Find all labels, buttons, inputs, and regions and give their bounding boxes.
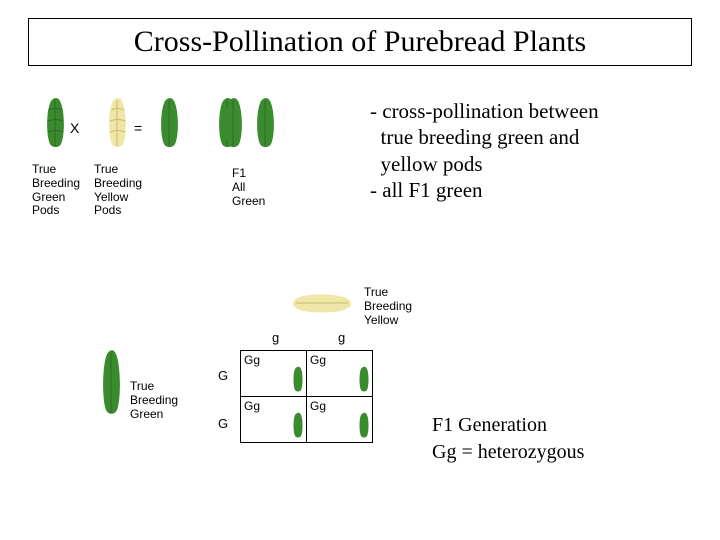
f1-pod bbox=[158, 96, 182, 157]
green-pod-icon bbox=[254, 96, 278, 152]
mini-green-pod-icon bbox=[292, 366, 304, 394]
genotype: Gg bbox=[310, 353, 326, 367]
pod-body bbox=[360, 367, 369, 392]
punnett-cell: Gg bbox=[241, 397, 307, 443]
punnett-diagram: True Breeding Yellow g g True Breeding G… bbox=[100, 290, 530, 520]
yellow-pod-horizontal-icon bbox=[292, 290, 354, 318]
parent1-column: True Breeding Green Pods bbox=[32, 96, 80, 218]
title-container: Cross-Pollination of Purebread Plants bbox=[28, 18, 692, 66]
parent2-column: True Breeding Yellow Pods bbox=[94, 96, 142, 218]
row-allele: G bbox=[218, 416, 228, 431]
top-parent-label: True Breeding Yellow bbox=[364, 286, 412, 327]
yellow-pod-icon bbox=[106, 96, 130, 152]
mini-green-pod-icon bbox=[358, 412, 370, 440]
green-pod-icon bbox=[44, 96, 68, 152]
desc-line: yellow pods bbox=[370, 151, 690, 177]
f1-pod bbox=[254, 96, 278, 157]
parent1-label: True Breeding Green Pods bbox=[32, 163, 80, 218]
genotype: Gg bbox=[244, 399, 260, 413]
equals-symbol: = bbox=[134, 120, 142, 136]
col-allele: g bbox=[338, 330, 345, 345]
f1-label: F1 All Green bbox=[232, 167, 265, 208]
page-title: Cross-Pollination of Purebread Plants bbox=[134, 25, 586, 59]
mini-green-pod-icon bbox=[292, 412, 304, 440]
row-allele: G bbox=[218, 368, 228, 383]
green-pod-icon bbox=[222, 96, 246, 152]
desc-line: - all F1 green bbox=[370, 177, 690, 203]
green-pod-icon bbox=[158, 96, 182, 152]
punnett-square: Gg Gg Gg Gg bbox=[240, 350, 373, 443]
genotype: Gg bbox=[244, 353, 260, 367]
pod-body bbox=[360, 413, 369, 438]
pod-body bbox=[294, 367, 303, 392]
cross-symbol: X bbox=[70, 120, 79, 136]
punnett-cell: Gg bbox=[307, 397, 373, 443]
desc-line: true breeding green and bbox=[370, 124, 690, 150]
desc-line: - cross-pollination between bbox=[370, 98, 690, 124]
description-text: - cross-pollination between true breedin… bbox=[370, 98, 690, 203]
genotype: Gg bbox=[310, 399, 326, 413]
cross-diagram: True Breeding Green Pods X True Breeding… bbox=[32, 96, 362, 266]
pod-body bbox=[294, 413, 303, 438]
parent2-label: True Breeding Yellow Pods bbox=[94, 163, 142, 218]
punnett-cell: Gg bbox=[241, 351, 307, 397]
left-parent-label: True Breeding Green bbox=[130, 380, 178, 421]
punnett-cell: Gg bbox=[307, 351, 373, 397]
f1-pod bbox=[222, 96, 246, 157]
mini-green-pod-icon bbox=[358, 366, 370, 394]
col-allele: g bbox=[272, 330, 279, 345]
green-pod-tall-icon bbox=[100, 348, 124, 418]
